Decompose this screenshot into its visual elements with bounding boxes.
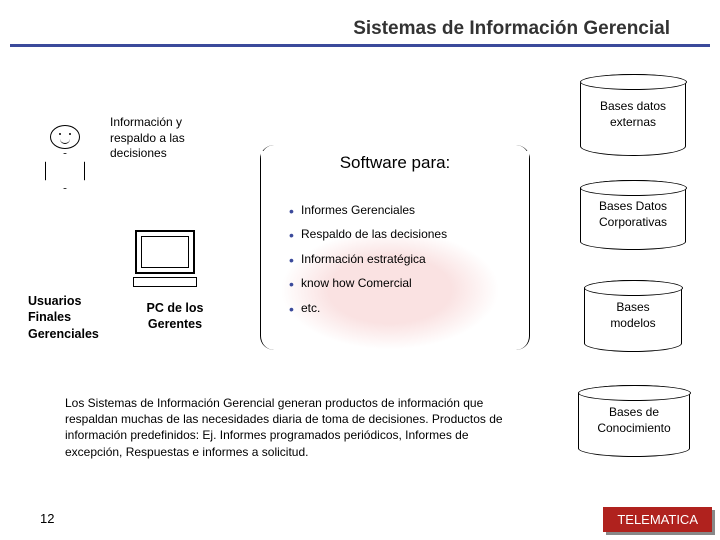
cyl-line: Conocimiento (579, 421, 689, 437)
cyl-line: Bases de (579, 405, 689, 421)
cylinder-corporativas: Bases Datos Corporativas (580, 180, 686, 250)
cylinder-externas: Bases datos externas (580, 74, 686, 156)
cyl-line: Bases datos (581, 99, 685, 115)
footer-tag: TELEMATICA (603, 507, 712, 532)
bullet-item: Respaldo de las decisiones (289, 227, 447, 241)
title-underline (10, 44, 710, 47)
cyl-line: Bases (585, 300, 681, 316)
info-text: Información y respaldo a las decisiones (110, 115, 220, 162)
bullet-item: etc. (289, 301, 447, 315)
bullet-item: know how Comercial (289, 276, 447, 290)
description-paragraph: Los Sistemas de Información Gerencial ge… (65, 395, 525, 460)
software-bullets: Informes Gerenciales Respaldo de las dec… (289, 203, 447, 325)
software-title: Software para: (261, 151, 529, 175)
title-bar: Sistemas de Información Gerencial (0, 18, 710, 40)
bullet-item: Informes Gerenciales (289, 203, 447, 217)
page-title: Sistemas de Información Gerencial (353, 18, 670, 39)
user-icon (40, 125, 90, 189)
cyl-line: Bases Datos (581, 199, 685, 215)
cyl-line: modelos (585, 316, 681, 332)
cyl-line: externas (581, 115, 685, 131)
user-label: Usuarios Finales Gerenciales (28, 293, 118, 342)
software-box: Software para: Informes Gerenciales Resp… (260, 145, 530, 350)
cyl-line: Corporativas (581, 215, 685, 231)
cylinder-conocimiento: Bases de Conocimiento (578, 385, 690, 457)
pc-label: PC de los Gerentes (135, 300, 215, 333)
page-number: 12 (40, 511, 54, 526)
computer-icon (130, 230, 200, 287)
cylinder-modelos: Bases modelos (584, 280, 682, 352)
bullet-item: Información estratégica (289, 252, 447, 266)
